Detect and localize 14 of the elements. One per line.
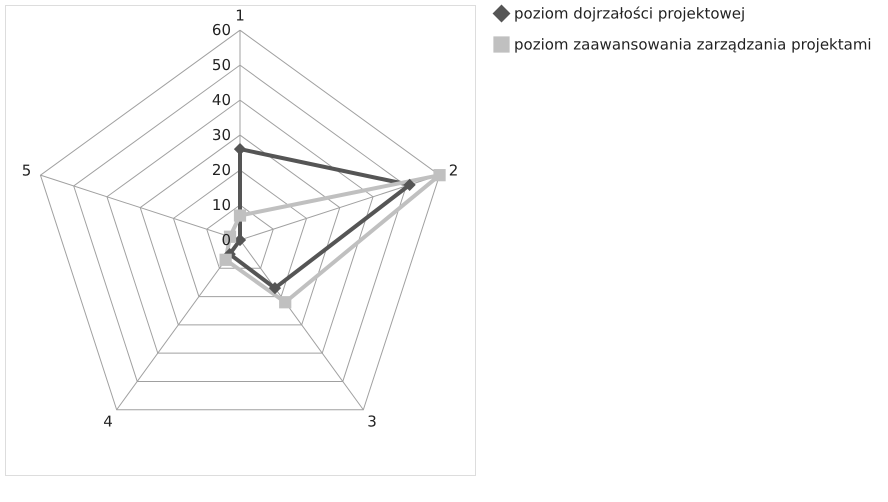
legend-label: poziom zaawansowania zarządzania projektami (514, 36, 872, 54)
y-tick-label: 50 (212, 56, 231, 74)
y-tick-label: 60 (212, 21, 231, 40)
spoke-label: 4 (103, 412, 113, 431)
legend-label: poziom dojrzałości projektowej (514, 4, 746, 22)
y-tick-label: 30 (212, 126, 231, 144)
spoke-label: 5 (22, 162, 32, 180)
spoke-label: 3 (367, 412, 377, 431)
y-tick-label: 10 (212, 196, 231, 214)
y-tick-label: 40 (212, 91, 231, 110)
y-tick-label: 20 (212, 161, 231, 180)
y-tick-label: 0 (221, 231, 231, 249)
spoke-label: 2 (448, 162, 458, 180)
spoke-label: 1 (235, 6, 245, 24)
